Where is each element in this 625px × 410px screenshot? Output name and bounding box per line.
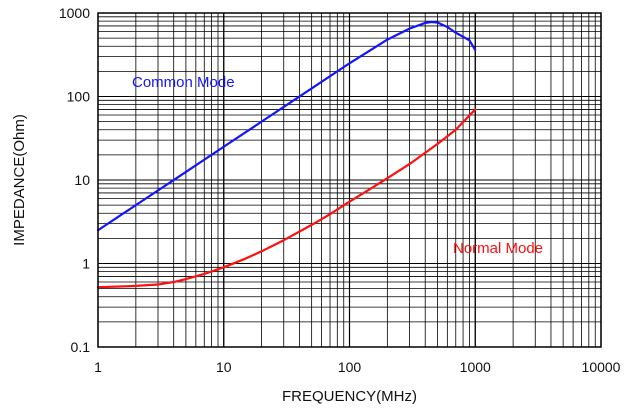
y-tick-label: 1000 xyxy=(59,5,90,21)
series-label-normal-mode: Normal Mode xyxy=(453,240,543,257)
series-labels: Common Mode Normal Mode xyxy=(132,74,543,257)
series-label-common-mode: Common Mode xyxy=(132,74,235,91)
x-axis-title: FREQUENCY(MHz) xyxy=(282,388,417,405)
x-tick-label: 10 xyxy=(216,359,232,375)
series-line-normal-mode xyxy=(96,108,477,289)
y-tick-label: 1 xyxy=(82,256,90,272)
x-tick-label: 1000 xyxy=(460,359,491,375)
series-line-common-mode xyxy=(96,20,477,232)
x-tick-label: 1 xyxy=(94,359,102,375)
x-tick-label: 10000 xyxy=(582,359,621,375)
y-tick-label: 100 xyxy=(67,89,91,105)
grid xyxy=(97,12,602,348)
x-tick-label: 100 xyxy=(338,359,362,375)
y-tick-label: 0.1 xyxy=(71,339,91,355)
series-lines xyxy=(96,20,477,289)
y-axis-title: IMPEDANCE(Ohm) xyxy=(11,114,28,246)
plot-frame xyxy=(97,12,602,348)
y-tick-label: 10 xyxy=(74,172,90,188)
